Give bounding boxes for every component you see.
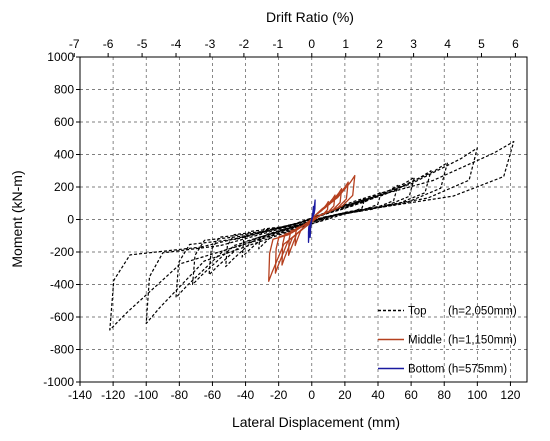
y-tick-label: 200 xyxy=(54,180,74,194)
gridlines xyxy=(80,57,527,382)
top-loop xyxy=(145,147,478,325)
legend-height-top: (h=2,050mm) xyxy=(448,306,517,318)
middle-loop xyxy=(268,174,356,282)
legend-label-bottom: Bottom xyxy=(408,364,444,376)
series-top xyxy=(109,140,515,331)
legend: Top (h=2,050mm) Middle (h=1,150mm) Bottom (h=… xyxy=(378,306,517,376)
y-tick-label: -800 xyxy=(50,343,74,357)
x-tick-label: 120 xyxy=(500,388,520,402)
x-tick-label: -120 xyxy=(101,388,125,402)
x-tick-label: 20 xyxy=(338,388,352,402)
x-tick-label: 80 xyxy=(438,388,452,402)
legend-label-middle: Middle xyxy=(408,335,442,347)
drift-tick-label: 2 xyxy=(376,37,383,51)
top-loop xyxy=(258,197,366,250)
x-tick-label: 60 xyxy=(404,388,418,402)
drift-tick-label: -6 xyxy=(103,37,114,51)
x-tick-label: 0 xyxy=(308,388,315,402)
y-tick-label: 600 xyxy=(54,115,74,129)
top-axis-title: Drift Ratio (%) xyxy=(266,9,354,25)
y-axis-title: Moment (kN-m) xyxy=(9,170,25,267)
plot-area xyxy=(109,140,515,331)
x-tick-label: -140 xyxy=(68,388,92,402)
drift-tick-label: 0 xyxy=(308,37,315,51)
y-tick-label: -600 xyxy=(50,310,74,324)
legend-height-middle: (h=1,150mm) xyxy=(448,335,517,347)
bottom-loop xyxy=(307,199,316,243)
x-tick-label: -40 xyxy=(237,388,255,402)
y-tick-label: -400 xyxy=(50,278,74,292)
y-tick-label: 400 xyxy=(54,148,74,162)
axes: -140 -120 -100 -80 -60 -40 -20 0 20 40 60 80 100 120-… xyxy=(43,37,528,402)
drift-tick-label: 1 xyxy=(342,37,349,51)
series-bottom xyxy=(307,199,316,243)
x-tick-label: -100 xyxy=(134,388,158,402)
legend-height-bottom: (h=575mm) xyxy=(448,364,507,376)
x-tick-label: -80 xyxy=(171,388,189,402)
y-tick-label: 800 xyxy=(54,83,74,97)
drift-tick-label: -5 xyxy=(137,37,148,51)
drift-tick-label: -3 xyxy=(205,37,216,51)
drift-tick-label: 3 xyxy=(410,37,417,51)
legend-label-top: Top xyxy=(408,306,427,318)
top-loop xyxy=(175,162,449,299)
drift-tick-label: 5 xyxy=(478,37,485,51)
top-loop xyxy=(109,140,515,331)
drift-tick-label: -2 xyxy=(239,37,250,51)
x-tick-label: 100 xyxy=(467,388,487,402)
drift-tick-label: -1 xyxy=(273,37,284,51)
drift-tick-label: -7 xyxy=(69,37,80,51)
drift-tick-label: 6 xyxy=(512,37,519,51)
x-axis-title: Lateral Displacement (mm) xyxy=(232,414,400,430)
x-tick-label: -20 xyxy=(270,388,288,402)
y-tick-label: 0 xyxy=(67,213,74,227)
y-tick-label: 1000 xyxy=(47,50,74,64)
drift-tick-label: -4 xyxy=(171,37,182,51)
drift-tick-label: 4 xyxy=(444,37,451,51)
x-tick-label: -60 xyxy=(204,388,222,402)
y-tick-label: -200 xyxy=(50,245,74,259)
x-tick-label: 40 xyxy=(371,388,385,402)
y-tick-label: -1000 xyxy=(43,375,74,389)
series-middle xyxy=(268,174,356,282)
